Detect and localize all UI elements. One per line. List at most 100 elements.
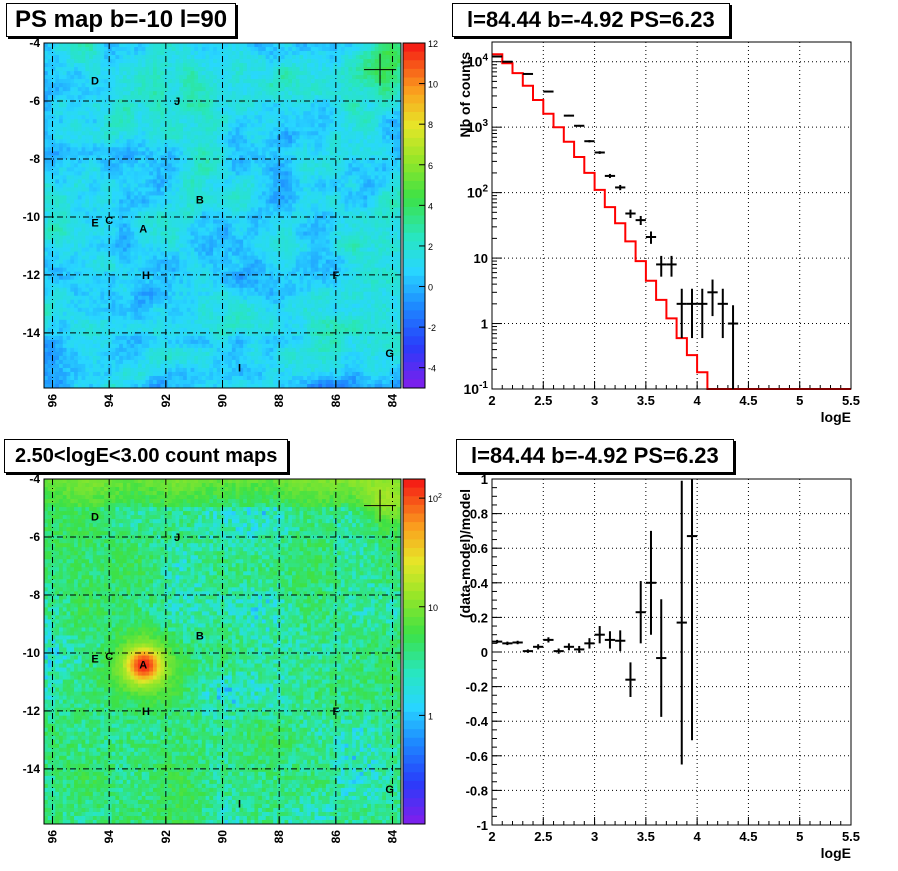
heatmap-cell xyxy=(82,111,86,115)
heatmap-cell xyxy=(232,340,236,344)
heatmap-cell xyxy=(149,123,153,127)
heatmap-cell xyxy=(130,171,134,175)
heatmap-cell xyxy=(78,183,82,187)
heatmap-cell xyxy=(78,111,82,115)
heatmap-cell xyxy=(206,147,210,151)
heatmap-cell xyxy=(157,71,161,75)
heatmap-cell xyxy=(217,360,221,364)
heatmap-cell xyxy=(104,175,108,179)
heatmap-cell xyxy=(100,244,104,248)
heatmap-cell xyxy=(247,115,251,119)
heatmap-cell xyxy=(127,256,131,260)
heatmap-cell xyxy=(153,171,157,175)
heatmap-cell xyxy=(59,159,63,163)
heatmap-cell xyxy=(153,292,157,296)
heatmap-cell xyxy=(232,224,236,228)
heatmap-cell xyxy=(191,368,195,372)
heatmap-cell xyxy=(112,103,116,107)
heatmap-cell xyxy=(251,91,255,95)
heatmap-cell xyxy=(70,115,74,119)
heatmap-cell xyxy=(198,336,202,340)
heatmap-cell xyxy=(48,288,52,292)
heatmap-cell xyxy=(217,312,221,316)
heatmap-cell xyxy=(243,103,247,107)
heatmap-cell xyxy=(145,87,149,91)
heatmap-cell xyxy=(243,244,247,248)
heatmap-cell xyxy=(145,115,149,119)
heatmap-cell xyxy=(239,240,243,244)
heatmap-cell xyxy=(63,292,67,296)
heatmap-cell xyxy=(209,344,213,348)
heatmap-cell xyxy=(179,123,183,127)
heatmap-cell xyxy=(112,107,116,111)
heatmap-cell xyxy=(48,87,52,91)
heatmap-cell xyxy=(67,220,71,224)
heatmap-cell xyxy=(145,252,149,256)
heatmap-cell xyxy=(194,183,198,187)
heatmap-cell xyxy=(70,179,74,183)
heatmap-cell xyxy=(187,360,191,364)
heatmap-cell xyxy=(262,75,266,79)
heatmap-cell xyxy=(176,43,180,47)
heatmap-cell xyxy=(55,55,59,59)
heatmap-cell xyxy=(191,252,195,256)
heatmap-cell xyxy=(55,356,59,360)
heatmap-cell xyxy=(70,203,74,207)
heatmap-cell xyxy=(254,368,258,372)
heatmap-cell xyxy=(213,232,217,236)
heatmap-cell xyxy=(183,171,187,175)
heatmap-cell xyxy=(228,288,232,292)
heatmap-cell xyxy=(206,83,210,87)
heatmap-cell xyxy=(157,191,161,195)
heatmap-cell xyxy=(243,123,247,127)
heatmap-cell xyxy=(67,119,71,123)
heatmap-cell xyxy=(191,55,195,59)
heatmap-cell xyxy=(85,63,89,67)
heatmap-cell xyxy=(187,244,191,248)
heatmap-cell xyxy=(243,115,247,119)
heatmap-cell xyxy=(89,131,93,135)
heatmap-cell xyxy=(217,236,221,240)
heatmap-cell xyxy=(74,211,78,215)
heatmap-cell xyxy=(145,51,149,55)
heatmap-cell xyxy=(239,87,243,91)
heatmap-cell xyxy=(44,91,48,95)
heatmap-cell xyxy=(130,276,134,280)
heatmap-cell xyxy=(191,195,195,199)
heatmap-cell xyxy=(243,256,247,260)
heatmap-cell xyxy=(70,123,74,127)
heatmap-cell xyxy=(134,376,138,380)
heatmap-cell xyxy=(82,336,86,340)
heatmap-cell xyxy=(232,87,236,91)
heatmap-cell xyxy=(251,43,255,47)
heatmap-cell xyxy=(168,248,172,252)
heatmap-cell xyxy=(115,252,119,256)
heatmap-cell xyxy=(93,372,97,376)
heatmap-cell xyxy=(247,103,251,107)
heatmap-cell xyxy=(85,260,89,264)
heatmap-cell xyxy=(78,59,82,63)
heatmap-cell xyxy=(70,260,74,264)
heatmap-cell xyxy=(63,67,67,71)
heatmap-cell xyxy=(254,127,258,131)
heatmap-cell xyxy=(115,276,119,280)
heatmap-cell xyxy=(123,67,127,71)
heatmap-cell xyxy=(100,123,104,127)
heatmap-cell xyxy=(138,131,142,135)
heatmap-cell xyxy=(134,360,138,364)
heatmap-cell xyxy=(142,284,146,288)
heatmap-cell xyxy=(123,187,127,191)
heatmap-cell xyxy=(74,220,78,224)
heatmap-cell xyxy=(67,244,71,248)
heatmap-cell xyxy=(74,139,78,143)
heatmap-cell xyxy=(142,352,146,356)
heatmap-cell xyxy=(206,256,210,260)
heatmap-cell xyxy=(149,83,153,87)
heatmap-cell xyxy=(123,240,127,244)
heatmap-cell xyxy=(198,348,202,352)
heatmap-cell xyxy=(112,248,116,252)
heatmap-cell xyxy=(157,236,161,240)
heatmap-cell xyxy=(179,43,183,47)
heatmap-cell xyxy=(97,312,101,316)
heatmap-cell xyxy=(134,312,138,316)
